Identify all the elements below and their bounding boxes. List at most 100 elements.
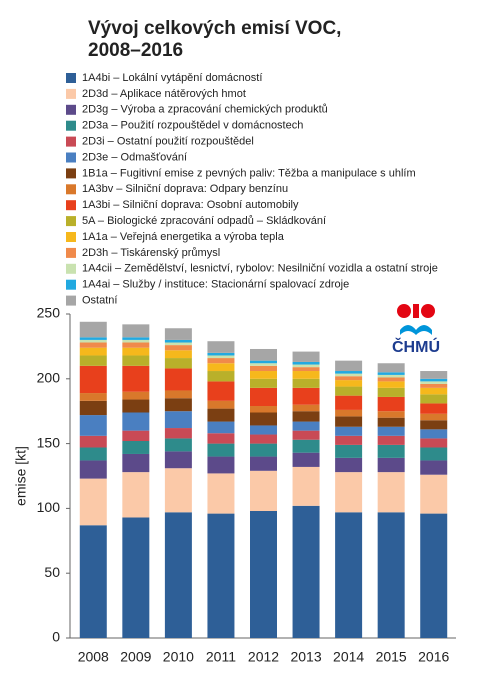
bar-segment xyxy=(79,347,107,356)
y-tick-label: 150 xyxy=(37,434,61,450)
bar-segment xyxy=(420,429,448,439)
logo-text: ČHMÚ xyxy=(392,337,440,356)
y-tick-label: 250 xyxy=(37,305,61,321)
bar-segment xyxy=(207,358,235,364)
bar-segment xyxy=(292,364,320,368)
bar-segment xyxy=(250,510,277,638)
bar-segment xyxy=(207,408,235,422)
bar-segment xyxy=(122,365,150,392)
bar-segment xyxy=(250,378,277,388)
bar-segment xyxy=(420,387,448,395)
bar-segment xyxy=(207,371,235,382)
bar-segment xyxy=(420,383,448,388)
bar-segment xyxy=(122,339,150,343)
bar-segment xyxy=(335,409,363,417)
bar-segment xyxy=(292,387,320,405)
bar-segment xyxy=(79,342,107,348)
bar-segment xyxy=(79,337,107,340)
legend-label: 2D3g – Výroba a zpracování chemických pr… xyxy=(82,104,328,116)
bar-segment xyxy=(420,413,448,421)
legend-swatch xyxy=(66,216,76,227)
legend-label: 1A4bi – Lokální vytápění domácností xyxy=(82,72,262,84)
legend-label: 1B1a – Fugitivní emise z pevných paliv: … xyxy=(82,167,416,179)
bar-segment xyxy=(207,433,235,444)
legend-label: 2D3d – Aplikace nátěrových hmot xyxy=(82,88,246,100)
x-tick-label: 2008 xyxy=(78,649,109,665)
bar-segment xyxy=(207,443,235,457)
bar-segment xyxy=(207,456,235,474)
x-tick-label: 2011 xyxy=(206,649,236,665)
bar-segment xyxy=(250,456,277,471)
bar-segment xyxy=(250,360,277,364)
bar-segment xyxy=(292,466,320,506)
bar-segment xyxy=(377,426,405,436)
bar-segment xyxy=(292,430,320,440)
bar-segment xyxy=(420,371,448,379)
bar-segment xyxy=(292,452,320,467)
bar-segment xyxy=(420,394,448,404)
bar-segment xyxy=(335,380,363,387)
bar-segment xyxy=(164,350,192,359)
bar-segment xyxy=(79,321,107,338)
bar-segment xyxy=(377,372,405,375)
bar-segment xyxy=(250,365,277,372)
legend-swatch xyxy=(66,263,76,274)
bar-segment xyxy=(377,417,405,427)
bar-segment xyxy=(377,472,405,513)
bar-segment xyxy=(207,513,235,638)
bar-segment xyxy=(377,377,405,382)
bar-segment xyxy=(122,441,150,454)
bar-segment xyxy=(377,363,405,373)
bar-segment xyxy=(122,517,150,638)
y-tick-label: 0 xyxy=(52,629,60,645)
bar-segment xyxy=(420,460,448,475)
bar-segment xyxy=(335,395,363,410)
legend-label: 1A4ai – Služby / instituce: Stacionární … xyxy=(82,279,349,291)
legend-swatch xyxy=(66,120,76,131)
bar-segment xyxy=(207,381,235,401)
bar-segment xyxy=(122,472,150,518)
legend-swatch xyxy=(66,152,76,163)
bar-segment xyxy=(207,355,235,359)
y-tick-label: 200 xyxy=(37,370,61,386)
bar-segment xyxy=(292,421,320,431)
bar-segment xyxy=(335,373,363,377)
bar-segment xyxy=(377,411,405,418)
bar-segment xyxy=(292,361,320,365)
bar-segment xyxy=(207,341,235,353)
bar-segment xyxy=(122,399,150,413)
bar-segment xyxy=(377,374,405,378)
bar-segment xyxy=(335,371,363,374)
bar-segment xyxy=(292,378,320,388)
bar-segment xyxy=(377,387,405,397)
bar-segment xyxy=(164,328,192,340)
legend-swatch xyxy=(66,168,76,179)
bar-segment xyxy=(335,416,363,427)
bar-segment xyxy=(79,393,107,401)
bar-segment xyxy=(164,339,192,343)
legend-label: Ostatní xyxy=(82,295,117,307)
legend-swatch xyxy=(66,295,76,306)
bar-segment xyxy=(420,474,448,514)
bar-segment xyxy=(335,360,363,372)
legend-swatch xyxy=(66,104,76,115)
bar-segment xyxy=(292,367,320,372)
bar-segment xyxy=(207,400,235,409)
legend-swatch xyxy=(66,184,76,195)
bar-segment xyxy=(122,324,150,338)
bar-segment xyxy=(292,404,320,412)
bar-segment xyxy=(79,339,107,343)
bar-segment xyxy=(292,411,320,422)
bar-segment xyxy=(377,396,405,412)
bar-segment xyxy=(377,512,405,638)
legend-swatch xyxy=(66,136,76,147)
legend-label: 2D3i – Ostatní použití rozpouštědel xyxy=(82,136,254,148)
x-tick-label: 2013 xyxy=(290,649,321,665)
legend-label: 2D3a – Použití rozpouštědel v domácnoste… xyxy=(82,120,303,132)
legend-label: 2D3e – Odmašťování xyxy=(82,151,187,163)
bar-segment xyxy=(250,348,277,361)
legend-label: 2D3h – Tiskárenský průmysl xyxy=(82,247,220,259)
bar-segment xyxy=(420,447,448,461)
bar-segment xyxy=(122,347,150,356)
